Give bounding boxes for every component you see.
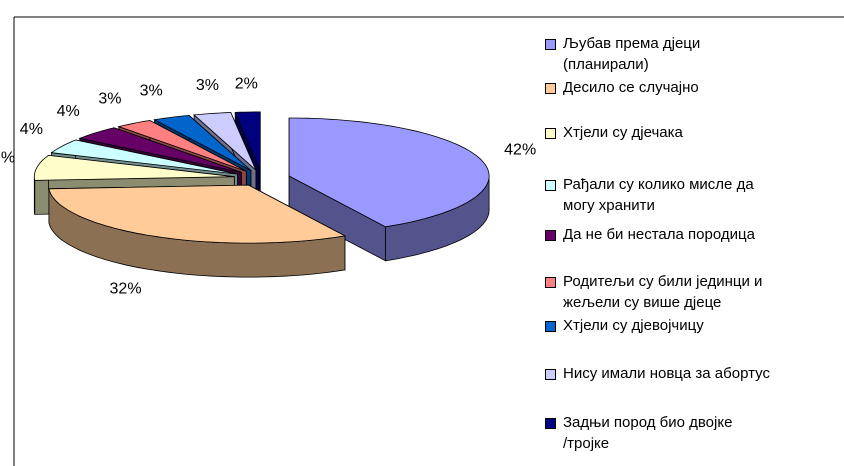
legend-label: Десило се случајно xyxy=(563,79,699,96)
data-label: 32% xyxy=(110,280,142,297)
legend-swatch xyxy=(545,128,556,139)
legend-swatch xyxy=(545,180,556,191)
legend-swatch xyxy=(545,83,556,94)
legend-item: Да не би нестала породица xyxy=(545,224,755,245)
pie xyxy=(33,111,490,278)
slice-top xyxy=(78,127,242,173)
legend-label: Љубав према дјеци (планирали) xyxy=(563,35,701,73)
slice-top xyxy=(50,139,238,175)
slice-top xyxy=(193,112,257,171)
legend-label: Рађали су колико мисле да могу хранити xyxy=(563,176,754,214)
legend-swatch xyxy=(545,321,556,332)
legend-swatch xyxy=(545,39,556,50)
data-label: 4% xyxy=(20,121,43,138)
legend-item: Десило се случајно xyxy=(545,77,699,98)
legend-label: Хтјели су дјечака xyxy=(563,124,683,141)
slice-top xyxy=(117,120,247,172)
legend-swatch xyxy=(545,418,556,429)
slice-top xyxy=(288,117,490,228)
legend-label: Да не би нестала породица xyxy=(563,226,755,243)
legend-label: Родитељи су били јединци и жељели су виш… xyxy=(563,273,763,311)
legend-item: Хтјели су дјечака xyxy=(545,122,683,143)
legend-item: Рађали су колико мисле да могу хранити xyxy=(545,174,754,216)
slice-top xyxy=(48,184,347,244)
slice-top xyxy=(234,111,261,171)
data-label: 3% xyxy=(140,82,163,99)
legend: Љубав према дјеци (планирали) Десило се с… xyxy=(545,0,844,466)
slice xyxy=(288,117,490,262)
legend-item: Хтјели су дјевојчицу xyxy=(545,315,704,336)
legend-label: Нису имали новца за абортус xyxy=(563,365,770,382)
slice-top xyxy=(33,154,235,181)
data-label: 42% xyxy=(504,141,536,158)
data-label: 3% xyxy=(196,77,219,94)
legend-item: Задњи пород био двојке /тројке xyxy=(545,412,732,454)
legend-item: Нису имали новца за абортус xyxy=(545,363,770,384)
legend-item: Љубав према дјеци (планирали) xyxy=(545,33,700,75)
slice-top xyxy=(153,114,252,171)
legend-label: Задњи пород био двојке /тројке xyxy=(563,414,733,452)
legend-swatch xyxy=(545,277,556,288)
data-label: 3% xyxy=(98,90,121,107)
data-label: 2% xyxy=(235,75,258,92)
legend-label: Хтјели су дјевојчицу xyxy=(563,317,704,334)
slice xyxy=(48,184,347,278)
legend-item: Родитељи су били јединци и жељели су виш… xyxy=(545,271,762,313)
legend-swatch xyxy=(545,369,556,380)
data-label: 4% xyxy=(57,103,80,120)
data-label: 7% xyxy=(0,149,15,166)
legend-swatch xyxy=(545,230,556,241)
